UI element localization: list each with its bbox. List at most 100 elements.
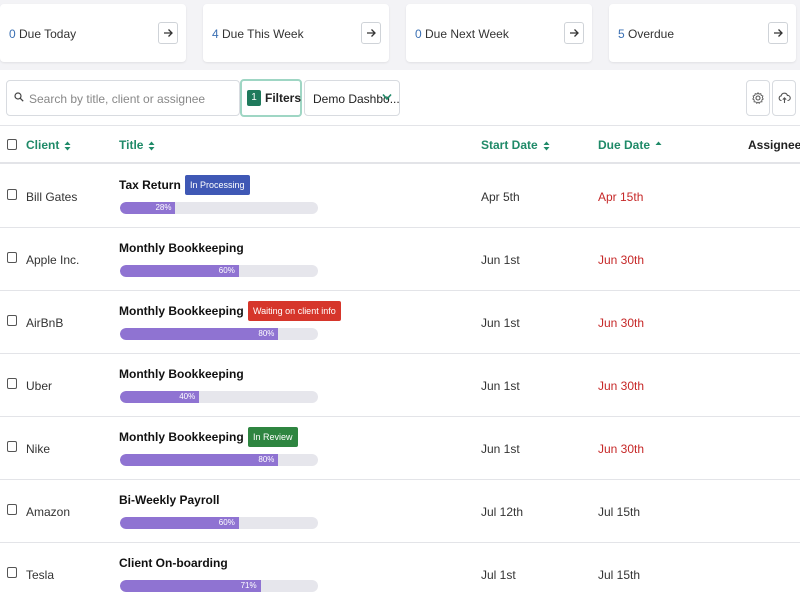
sort-icon xyxy=(64,141,71,151)
due-today-label: Due Today xyxy=(19,27,77,41)
export-button[interactable] xyxy=(772,80,796,116)
settings-button[interactable] xyxy=(746,80,770,116)
due-date-cell: Jun 30th xyxy=(598,442,645,456)
progress-bar-fill xyxy=(120,265,239,277)
due-date-cell: Jun 30th xyxy=(598,379,645,393)
toolbar: 1 Filters Demo Dashbo... xyxy=(0,70,800,126)
due-this-week-label: Due This Week xyxy=(222,27,304,41)
filters-button[interactable]: 1 Filters xyxy=(240,79,302,117)
task-title[interactable]: Monthly Bookkeeping xyxy=(119,304,244,318)
start-date-cell: Jun 1st xyxy=(481,253,520,267)
table-row[interactable]: Bill Gates Tax Return In Processing 28% Apr … xyxy=(0,165,800,228)
progress-bar: 60% xyxy=(120,517,318,529)
search-icon xyxy=(14,92,24,102)
task-title[interactable]: Monthly Bookkeeping xyxy=(119,241,244,255)
column-assignees[interactable]: Assignees xyxy=(748,138,800,152)
progress-percent: 80% xyxy=(258,329,275,338)
client-cell: Bill Gates xyxy=(26,190,78,204)
progress-percent: 40% xyxy=(179,392,196,401)
column-due-date[interactable]: Due Date xyxy=(598,138,662,152)
row-checkbox[interactable] xyxy=(7,252,17,263)
progress-bar: 40% xyxy=(120,391,318,403)
start-date-cell: Jul 12th xyxy=(481,505,524,519)
client-cell: Uber xyxy=(26,379,53,393)
table-row[interactable]: Apple Inc. Monthly Bookkeeping 60% Jun 1st J… xyxy=(0,228,800,291)
column-client-label: Client xyxy=(26,138,60,152)
client-cell: AirBnB xyxy=(26,316,64,330)
column-assignees-label: Assignees xyxy=(748,138,800,152)
chevron-down-icon xyxy=(382,93,392,101)
client-cell: Nike xyxy=(26,442,51,456)
column-start-date-label: Start Date xyxy=(481,138,538,152)
sort-ascending-icon xyxy=(655,141,662,145)
start-date-cell: Jun 1st xyxy=(481,442,520,456)
column-due-date-label: Due Date xyxy=(598,138,651,152)
table-row[interactable]: Uber Monthly Bookkeeping 40% Jun 1st Jun 30t… xyxy=(0,354,800,417)
column-client[interactable]: Client xyxy=(26,138,71,152)
dashboard-select-value: Demo Dashbo... xyxy=(313,92,400,106)
select-all-checkbox[interactable] xyxy=(7,139,17,150)
column-title-label: Title xyxy=(119,138,144,152)
table-row[interactable]: Tesla Client On-boarding 71% Jul 1st Jul 15t… xyxy=(0,543,800,600)
progress-percent: 71% xyxy=(240,581,257,590)
client-cell: Apple Inc. xyxy=(26,253,80,267)
row-checkbox[interactable] xyxy=(7,315,17,326)
card-due-today[interactable]: 0 Due Today xyxy=(0,4,186,62)
row-checkbox[interactable] xyxy=(7,504,17,515)
column-title[interactable]: Title xyxy=(119,138,155,152)
tasks-panel: 1 Filters Demo Dashbo... Client Title St… xyxy=(0,70,800,600)
summary-cards: 0 Due Today 4 Due This Week 0 Due Next W… xyxy=(0,4,800,62)
dashboard-select[interactable]: Demo Dashbo... xyxy=(304,80,400,116)
progress-bar: 71% xyxy=(120,580,318,592)
cloud-upload-icon xyxy=(778,92,791,103)
due-date-cell: Jul 15th xyxy=(598,568,641,582)
task-title[interactable]: Monthly Bookkeeping xyxy=(119,430,244,444)
table-row[interactable]: Nike Monthly Bookkeeping In Review 80% Jun 1… xyxy=(0,417,800,480)
due-this-week-count: 4 xyxy=(212,27,219,41)
overdue-label: Overdue xyxy=(628,27,675,41)
card-overdue[interactable]: 5 Overdue xyxy=(609,4,796,62)
progress-bar-fill xyxy=(120,391,200,403)
due-date-cell: Jun 30th xyxy=(598,316,645,330)
progress-bar: 80% xyxy=(120,328,318,340)
card-due-this-week[interactable]: 4 Due This Week xyxy=(203,4,389,62)
column-start-date[interactable]: Start Date xyxy=(481,138,550,152)
search-box[interactable] xyxy=(6,80,240,116)
task-title[interactable]: Tax Return xyxy=(119,178,181,192)
start-date-cell: Jun 1st xyxy=(481,379,520,393)
progress-bar: 28% xyxy=(120,202,318,214)
arrow-right-icon xyxy=(570,29,579,37)
table-header: Client Title Start Date Due Date Assigne… xyxy=(0,126,800,164)
due-next-week-open-button[interactable] xyxy=(564,22,584,44)
status-badge: In Review xyxy=(248,427,298,447)
due-today-open-button[interactable] xyxy=(158,22,178,44)
row-checkbox[interactable] xyxy=(7,441,17,452)
card-due-next-week[interactable]: 0 Due Next Week xyxy=(406,4,592,62)
sort-icon xyxy=(543,141,550,151)
progress-percent: 60% xyxy=(218,266,235,275)
client-cell: Amazon xyxy=(26,505,71,519)
row-checkbox[interactable] xyxy=(7,189,17,200)
table-row[interactable]: AirBnB Monthly Bookkeeping Waiting on clie… xyxy=(0,291,800,354)
row-checkbox[interactable] xyxy=(7,378,17,389)
due-this-week-open-button[interactable] xyxy=(361,22,381,44)
progress-bar: 80% xyxy=(120,454,318,466)
progress-bar: 60% xyxy=(120,265,318,277)
task-title[interactable]: Monthly Bookkeeping xyxy=(119,367,244,381)
sort-icon xyxy=(148,141,155,151)
overdue-open-button[interactable] xyxy=(768,22,788,44)
search-input[interactable] xyxy=(29,89,234,109)
client-cell: Tesla xyxy=(26,568,55,582)
filters-count-badge: 1 xyxy=(247,90,261,106)
start-date-cell: Apr 5th xyxy=(481,190,520,204)
table-row[interactable]: Amazon Bi-Weekly Payroll 60% Jul 12th Jul 15… xyxy=(0,480,800,543)
progress-bar-fill xyxy=(120,517,239,529)
task-title[interactable]: Bi-Weekly Payroll xyxy=(119,493,220,507)
progress-bar-fill xyxy=(120,580,261,592)
filters-label: Filters xyxy=(265,91,302,105)
task-title[interactable]: Client On-boarding xyxy=(119,556,228,570)
due-date-cell: Apr 15th xyxy=(598,190,644,204)
row-checkbox[interactable] xyxy=(7,567,17,578)
due-date-cell: Jun 30th xyxy=(598,253,645,267)
start-date-cell: Jun 1st xyxy=(481,316,520,330)
